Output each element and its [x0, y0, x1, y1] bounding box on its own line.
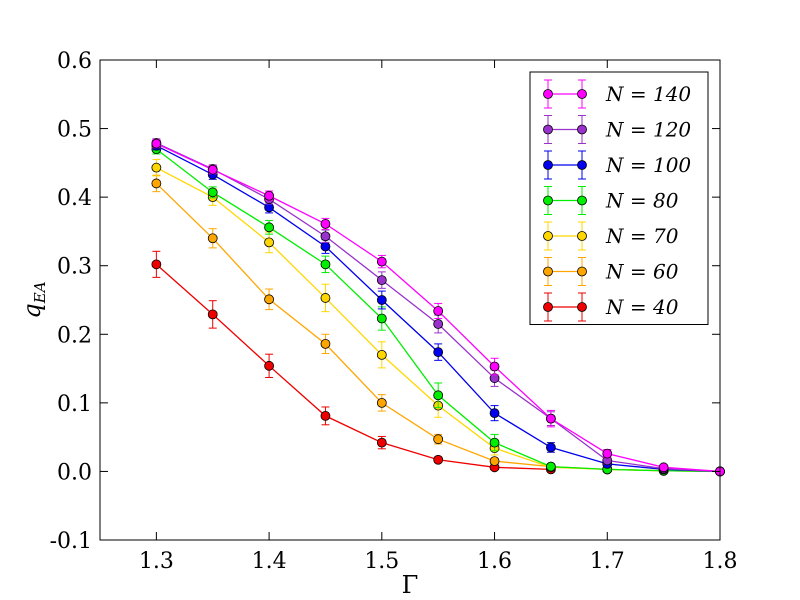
data-point — [489, 361, 500, 372]
data-point — [546, 461, 556, 472]
legend-label: N = 80 — [605, 189, 679, 213]
legend-marker — [543, 231, 553, 241]
legend-item-80: N = 80 — [543, 186, 679, 215]
data-point — [320, 231, 331, 242]
data-point — [207, 164, 218, 175]
data-point — [151, 138, 162, 149]
legend-label: N = 120 — [605, 118, 691, 142]
data-point — [489, 456, 500, 467]
data-point — [264, 237, 274, 248]
series-line — [155, 263, 551, 471]
data-point — [264, 190, 274, 201]
data-point — [264, 222, 274, 233]
legend-label: N = 100 — [605, 153, 691, 177]
x-tick-label: 1.6 — [477, 549, 512, 574]
data-point — [207, 309, 218, 320]
data-point — [207, 187, 218, 198]
data-point — [376, 397, 387, 408]
legend-item-40: N = 40 — [543, 292, 679, 322]
legend: N = 140 N = 120 N = 100 N = 80 N = 70 N = 60 N… — [529, 71, 709, 325]
data-point — [376, 256, 387, 267]
legend-marker — [577, 160, 587, 170]
legend-box — [529, 71, 709, 325]
y-axis-label: qEA — [18, 281, 49, 318]
data-point — [489, 437, 500, 448]
legend-marker — [543, 160, 553, 170]
data-point — [264, 294, 274, 305]
legend-marker — [577, 124, 587, 135]
legend-marker — [543, 266, 553, 277]
data-point — [433, 390, 444, 401]
data-point — [376, 295, 387, 305]
legend-item-70: N = 70 — [543, 221, 679, 251]
plot-frame — [99, 59, 721, 541]
data-point — [433, 319, 444, 329]
data-point — [546, 442, 556, 453]
data-point — [320, 241, 331, 252]
legend-marker — [577, 89, 587, 99]
y-axis-label-sub: EA — [31, 281, 49, 304]
data-point — [376, 437, 387, 448]
data-point — [376, 313, 387, 324]
data-point — [320, 259, 331, 270]
ticks-layer: 1.3 1.4 1.5 1.6 1.7 1.8 -0.1 0.0 0.1 0.2 0.3 0.4 0.5… — [50, 49, 738, 574]
legend-item-140: N = 140 — [543, 79, 691, 109]
data-point — [489, 408, 500, 419]
data-point — [320, 338, 331, 349]
legend-marker — [577, 195, 587, 206]
data-point — [264, 360, 274, 371]
y-axis-label-main: q — [18, 303, 46, 318]
y-tick-label: 0.6 — [57, 49, 92, 74]
series-layer — [151, 138, 725, 477]
data-point — [602, 448, 613, 459]
x-axis-label: Γ — [402, 571, 419, 599]
legend-label: N = 140 — [605, 82, 691, 106]
data-point — [151, 162, 162, 173]
data-point — [151, 178, 162, 189]
y-tick-label: 0.2 — [57, 323, 92, 348]
data-point — [320, 218, 331, 229]
data-point — [433, 306, 444, 316]
legend-marker — [543, 302, 553, 312]
legend-marker — [543, 89, 553, 99]
x-tick-label: 1.7 — [590, 549, 625, 574]
x-tick-label: 1.3 — [139, 549, 174, 574]
data-point — [320, 410, 331, 421]
data-point — [433, 434, 444, 445]
y-tick-label: 0.3 — [57, 255, 92, 280]
data-point — [376, 275, 387, 286]
data-point — [151, 259, 162, 270]
legend-item-120: N = 120 — [543, 115, 691, 144]
y-tick-label: 0.1 — [57, 392, 92, 417]
data-point — [433, 454, 444, 465]
legend-marker — [543, 124, 553, 135]
x-tick-label: 1.4 — [252, 549, 287, 574]
data-point — [207, 233, 218, 244]
data-point — [658, 462, 669, 473]
legend-label: N = 60 — [605, 260, 679, 284]
legend-item-100: N = 100 — [543, 150, 691, 180]
data-point — [546, 413, 556, 424]
data-point — [376, 349, 387, 360]
y-tick-label: -0.1 — [50, 529, 92, 554]
legend-marker — [577, 302, 587, 312]
legend-marker — [577, 266, 587, 277]
series-140 — [151, 138, 725, 477]
legend-marker — [543, 195, 553, 206]
legend-marker — [577, 231, 587, 241]
x-tick-label: 1.8 — [703, 549, 738, 574]
data-point — [320, 293, 331, 303]
data-point — [433, 347, 444, 358]
y-tick-label: 0.5 — [57, 118, 92, 143]
legend-label: N = 70 — [605, 224, 679, 248]
x-tick-label: 1.5 — [364, 549, 399, 574]
y-tick-label: 0.4 — [57, 186, 92, 211]
legend-item-60: N = 60 — [543, 257, 679, 286]
legend-label: N = 40 — [605, 295, 679, 319]
y-tick-label: 0.0 — [57, 460, 92, 485]
